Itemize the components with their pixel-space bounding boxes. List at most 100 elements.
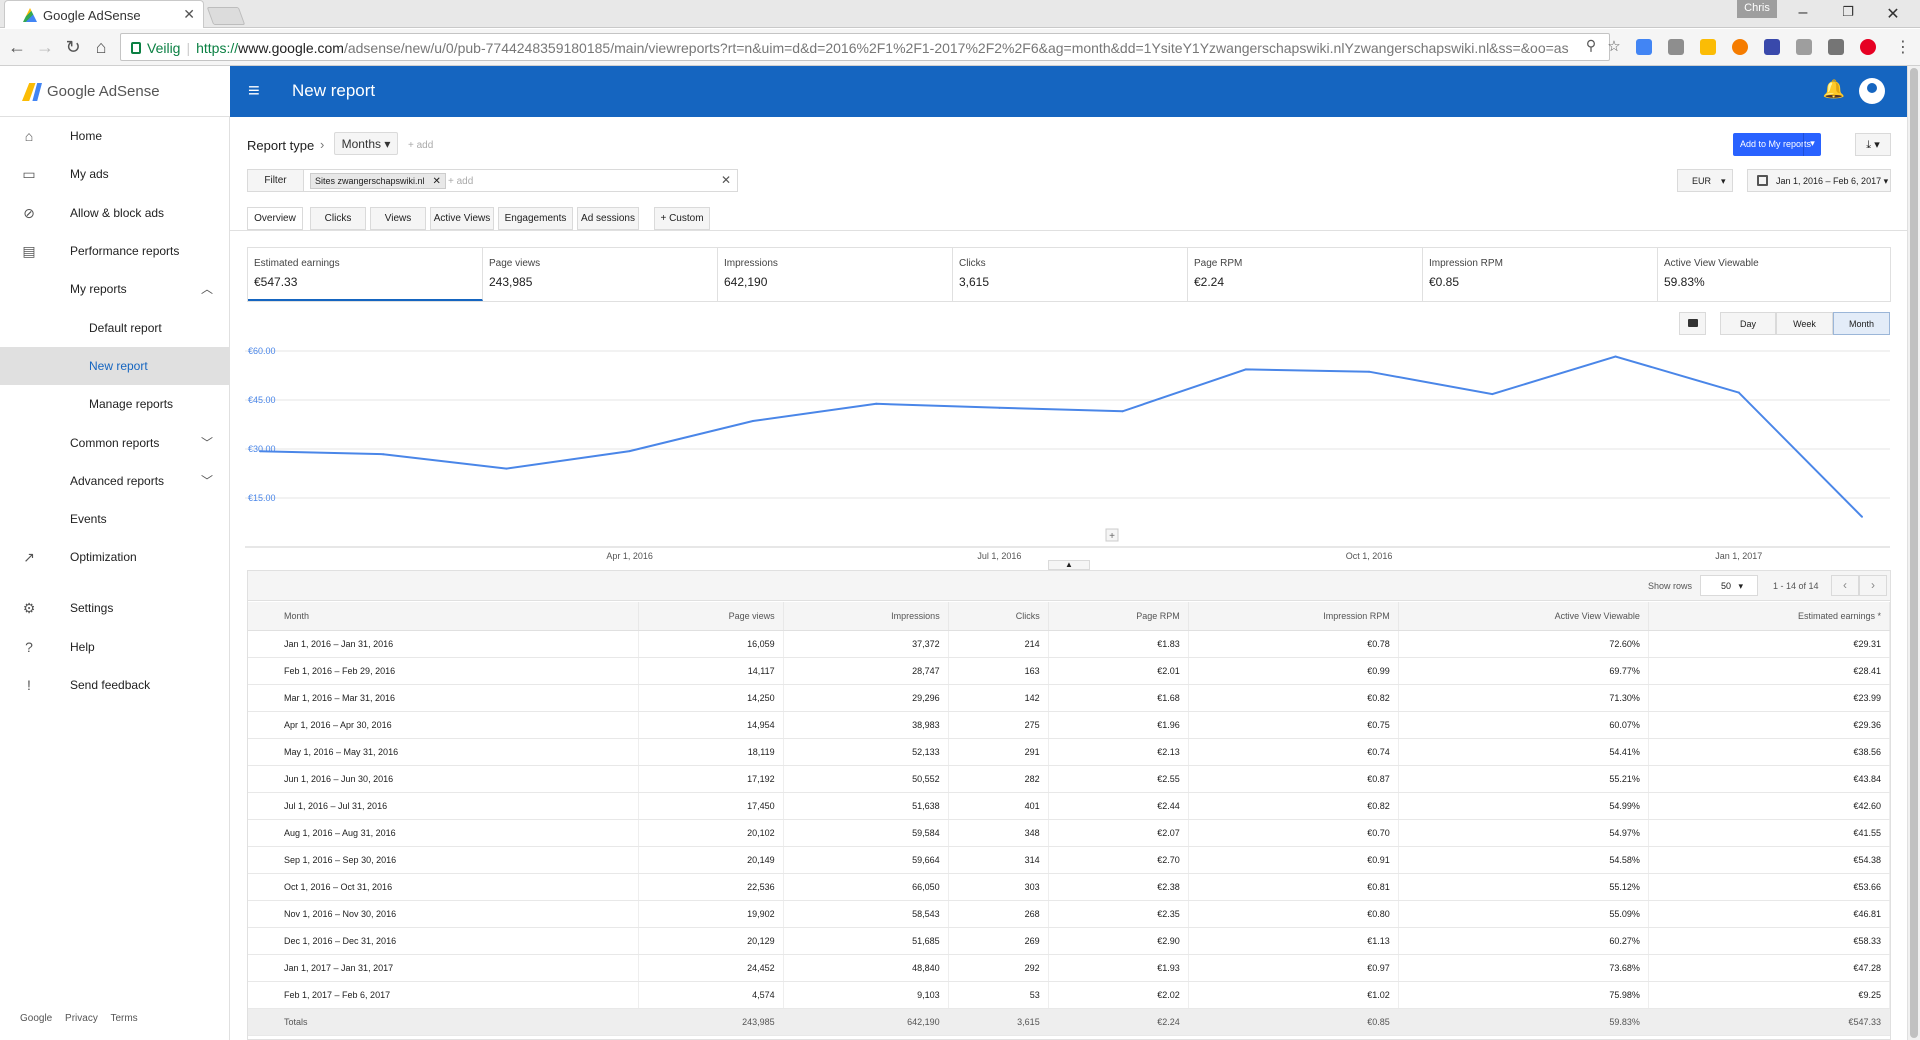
granularity-week[interactable]: Week — [1776, 312, 1833, 335]
zoom-icon[interactable]: ⚲ — [1585, 37, 1597, 53]
column-header[interactable]: Clicks — [948, 602, 1049, 631]
annotation-button[interactable] — [1679, 312, 1706, 335]
add-filter-input[interactable]: + add — [448, 176, 474, 187]
bookmark-star-icon[interactable]: ☆ — [1607, 38, 1621, 55]
sidebar-item-help[interactable]: ? Help — [0, 628, 229, 666]
scrollbar-thumb[interactable] — [1910, 68, 1918, 1038]
column-header[interactable]: Month — [248, 602, 639, 631]
sidebar-item-optimization[interactable]: ↗ Optimization — [0, 538, 229, 576]
sidebar-item-manage-reports[interactable]: Manage reports — [89, 397, 174, 411]
chevron-up-icon: ︿ — [200, 282, 213, 296]
new-tab-button[interactable] — [206, 7, 246, 25]
camera-extension-icon[interactable] — [1796, 39, 1812, 55]
table-row: Oct 1, 2016 – Oct 31, 2016 22,536 66,050 30… — [248, 873, 1891, 901]
add-to-my-reports-button[interactable]: Add to My reports ▾ — [1733, 133, 1821, 156]
table-row: Jun 1, 2016 – Jun 30, 2016 17,192 50,552 28… — [248, 765, 1891, 793]
column-header[interactable]: Active View Viewable — [1398, 602, 1649, 631]
report-type-dropdown[interactable]: Months ▾ — [334, 132, 398, 155]
chevron-down-icon: ﹀ — [200, 474, 213, 488]
reload-icon[interactable]: ↻ — [65, 37, 81, 57]
metric-impressions[interactable]: Impressions 642,190 — [718, 248, 953, 301]
column-header[interactable]: Impressions — [783, 602, 949, 631]
column-header[interactable]: Estimated earnings * — [1648, 602, 1891, 631]
cast-icon[interactable] — [1828, 39, 1844, 55]
table-cell: 214 — [948, 630, 1049, 658]
data-point — [1614, 355, 1617, 358]
footer-terms-link[interactable]: Terms — [110, 1013, 138, 1024]
chevron-down-icon: ﹀ — [200, 436, 213, 450]
tab-ad-sessions[interactable]: Ad sessions — [577, 207, 639, 230]
currency-dropdown[interactable]: EUR ▾ — [1677, 169, 1733, 192]
table-toolbar: Show rows 50 ▾ 1 - 14 of 14 ‹ › — [248, 571, 1890, 601]
close-window-icon[interactable]: ✕ — [1886, 6, 1900, 23]
table-cell: 20,102 — [638, 819, 784, 847]
maximize-icon[interactable]: ❐ — [1842, 4, 1854, 19]
metric-clicks[interactable]: Clicks 3,615 — [953, 248, 1188, 301]
home-browser-icon[interactable]: ⌂ — [95, 37, 107, 57]
extension-icon[interactable] — [1732, 39, 1748, 55]
account-avatar[interactable] — [1859, 78, 1885, 104]
column-header[interactable]: Page views — [638, 602, 784, 631]
tab-active-views[interactable]: Active Views — [430, 207, 494, 230]
show-rows-select[interactable]: 50 ▾ — [1700, 575, 1758, 596]
tab-views[interactable]: Views — [370, 207, 426, 230]
pinterest-icon[interactable] — [1860, 39, 1876, 55]
tab-engagements[interactable]: Engagements — [498, 207, 573, 230]
tab-custom[interactable]: + Custom — [654, 207, 710, 230]
metric-impression-rpm[interactable]: Impression RPM €0.85 — [1423, 248, 1658, 301]
metric-estimated-earnings[interactable]: Estimated earnings €547.33 — [248, 248, 483, 301]
column-header[interactable]: Page RPM — [1048, 602, 1189, 631]
prev-page-icon[interactable]: ‹ — [1831, 575, 1859, 596]
remove-filter-icon[interactable]: ✕ — [432, 176, 441, 187]
table-cell: €47.28 — [1648, 954, 1891, 982]
sidebar-item-events[interactable]: Events — [70, 512, 107, 526]
metric-active-view-viewable[interactable]: Active View Viewable 59.83% — [1664, 258, 1759, 289]
sidebar-item-common-reports[interactable]: Common reports ﹀ — [70, 436, 213, 450]
metric-page-views[interactable]: Page views 243,985 — [483, 248, 718, 301]
sidebar-item-advanced-reports[interactable]: Advanced reports ﹀ — [70, 474, 213, 488]
more-menu-icon[interactable]: ⋮ — [1895, 39, 1911, 56]
sidebar-item-default-report[interactable]: Default report — [89, 321, 162, 335]
sidebar-item-my-reports[interactable]: My reports ︿ — [70, 282, 213, 296]
sidebar-item-new-report[interactable]: New report — [0, 347, 229, 385]
adsense-logo[interactable]: Google AdSense — [0, 66, 230, 117]
add-dimension-link[interactable]: + add — [408, 140, 434, 151]
close-tab-icon[interactable]: ✕ — [183, 6, 195, 22]
sidebar-item-settings[interactable]: ⚙ Settings — [22, 600, 114, 616]
hamburger-menu-icon[interactable]: ≡ — [248, 80, 260, 102]
granularity-day[interactable]: Day — [1720, 312, 1776, 335]
footer-privacy-link[interactable]: Privacy — [65, 1013, 98, 1024]
address-bar[interactable]: Veilig | https://www.google.com/adsense/ne… — [120, 33, 1610, 61]
extension-icon[interactable] — [1668, 39, 1684, 55]
sidebar-item-my-ads[interactable]: ▭ My ads — [22, 166, 109, 182]
granularity-month[interactable]: Month — [1833, 312, 1890, 335]
metric-page-rpm[interactable]: Page RPM €2.24 — [1188, 248, 1423, 301]
collapse-chart-button[interactable]: ▲ — [1048, 560, 1090, 570]
download-button[interactable]: ⤓ ▾ — [1855, 133, 1891, 156]
filter-chip[interactable]: Sites zwangerschapswiki.nl ✕ — [310, 173, 446, 189]
extension-icon[interactable] — [1700, 39, 1716, 55]
notifications-bell-icon[interactable]: 🔔 — [1822, 79, 1845, 99]
sidebar-item-home[interactable]: ⌂ Home — [0, 117, 229, 155]
sidebar-item-allow-block[interactable]: ⊘ Allow & block ads — [0, 194, 229, 232]
date-range-picker[interactable]: Jan 1, 2016 – Feb 6, 2017 ▾ — [1747, 169, 1891, 192]
profile-badge[interactable]: Chris — [1737, 0, 1777, 18]
tab-overview[interactable]: Overview — [247, 207, 303, 230]
show-rows-label: Show rows — [1648, 581, 1693, 591]
clear-filters-icon[interactable]: ✕ — [720, 173, 731, 187]
tab-clicks[interactable]: Clicks — [310, 207, 366, 230]
next-page-icon[interactable]: › — [1859, 575, 1887, 596]
extension-icon[interactable] — [1764, 39, 1780, 55]
minimize-icon[interactable]: – — [1798, 4, 1808, 21]
sidebar-item-performance-reports[interactable]: ▤ Performance reports — [22, 243, 180, 259]
forward-icon[interactable]: → — [36, 37, 54, 57]
page-scrollbar[interactable] — [1907, 66, 1920, 1040]
browser-tab[interactable]: Google AdSense ✕ — [4, 0, 204, 28]
translate-extension-icon[interactable] — [1636, 39, 1652, 55]
sidebar-item-send-feedback[interactable]: ! Send feedback — [0, 666, 229, 704]
table-cell: Feb 1, 2017 – Feb 6, 2017 — [248, 981, 639, 1009]
back-icon[interactable]: ← — [8, 37, 26, 57]
dropdown-arrow-icon[interactable]: ▾ — [1803, 133, 1821, 156]
column-header[interactable]: Impression RPM — [1188, 602, 1399, 631]
filter-button[interactable]: Filter — [248, 170, 304, 191]
